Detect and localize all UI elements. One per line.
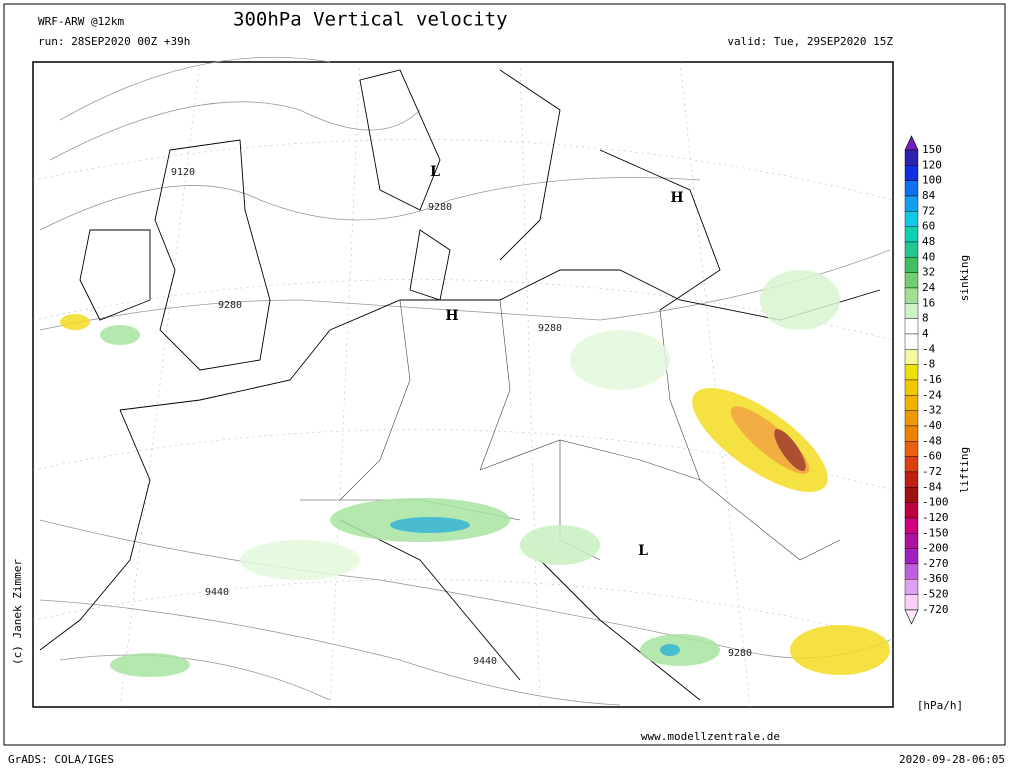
colorbar-label: 16 — [922, 296, 935, 309]
colorbar-swatch — [904, 287, 919, 304]
colorbar-swatch — [904, 364, 919, 381]
pressure-center-label: H — [445, 308, 458, 324]
colorbar-swatch — [904, 180, 919, 197]
colorbar-label: -60 — [922, 450, 942, 463]
colorbar-swatch — [904, 379, 919, 396]
contour-label: 9280 — [538, 323, 562, 334]
colorbar-label: -120 — [922, 511, 949, 524]
colorbar-swatch — [904, 211, 919, 227]
colorbar-swatch — [904, 410, 919, 427]
colorbar-swatch — [904, 333, 919, 350]
colorbar-label: -200 — [922, 542, 949, 555]
lifting-label: lifting — [958, 447, 971, 493]
outer-frame — [3, 3, 1006, 746]
map-labels: L 9280 H 9120 9280 H 9280 L 9440 9440 9280 — [171, 164, 752, 667]
map: L 9280 H 9120 9280 H 9280 L 9440 9440 9280 — [32, 56, 894, 708]
colorbar-swatch — [904, 241, 919, 258]
grads-credit: GrADS: COLA/IGES — [8, 753, 114, 766]
pressure-center-label: L — [638, 543, 648, 559]
colorbar-label: -720 — [922, 603, 949, 616]
colorbar-label: -32 — [922, 404, 942, 417]
colorbar-label: 40 — [922, 250, 935, 263]
colorbar-swatch — [904, 349, 919, 365]
colorbar-swatch — [904, 165, 919, 181]
colorbar-swatch — [904, 318, 919, 335]
colorbar-swatch — [904, 548, 919, 565]
contour-label: 9280 — [428, 202, 452, 213]
colorbar-swatch — [904, 502, 919, 519]
colorbar-swatch — [904, 517, 919, 534]
contour-label: 9280 — [218, 300, 242, 311]
colorbar-swatch — [904, 533, 919, 549]
colorbar-label: 24 — [922, 281, 936, 294]
colorbar-label: 48 — [922, 235, 935, 248]
colorbar-label: 60 — [922, 220, 935, 233]
timestamp: 2020-09-28-06:05 — [899, 753, 1005, 766]
unit-label: [hPa/h] — [917, 699, 963, 712]
model-label: WRF-ARW @12km — [38, 15, 124, 28]
colorbar-swatch — [904, 272, 919, 289]
colorbar-label: 100 — [922, 174, 942, 187]
borders — [300, 299, 841, 561]
contour-label: 9280 — [728, 648, 752, 659]
colorbar-label: -520 — [922, 588, 949, 601]
colorbar-label: -150 — [922, 526, 949, 539]
colorbar-swatch — [904, 441, 919, 457]
colorbar-swatch — [904, 303, 919, 319]
colorbar-swatch — [904, 395, 919, 411]
colorbar-arrow — [904, 135, 919, 151]
colorbar-label: -84 — [922, 480, 942, 493]
colorbar-label: 72 — [922, 204, 935, 217]
colorbar-swatch — [904, 563, 919, 580]
colorbar-swatch — [904, 226, 919, 243]
colorbar-label: -4 — [922, 342, 936, 355]
run-label: run: 28SEP2020 00Z +39h — [38, 35, 190, 48]
website: www.modellzentrale.de — [641, 730, 780, 743]
contours — [39, 56, 891, 706]
colorbar-swatch — [904, 425, 919, 442]
contour-label: 9120 — [171, 167, 195, 178]
colorbar-label: -16 — [922, 373, 942, 386]
coastlines — [39, 69, 881, 701]
colorbar-label: -24 — [922, 388, 942, 401]
colorbar-swatch — [904, 487, 919, 503]
title: 300hPa Vertical velocity — [233, 9, 508, 31]
pressure-center-label: H — [670, 190, 683, 206]
sinking-label: sinking — [958, 255, 971, 301]
colorbar: 150120100847260484032241684-4-8-16-24-32… — [904, 135, 949, 625]
colorbar-swatch — [904, 149, 919, 166]
colorbar-swatch — [904, 471, 919, 488]
colorbar-label: 4 — [922, 327, 929, 340]
contour-label: 9440 — [205, 587, 229, 598]
colorbar-label: -8 — [922, 358, 935, 371]
velocity-shading — [60, 270, 890, 677]
colorbar-label: 150 — [922, 143, 942, 156]
colorbar-swatch — [904, 579, 919, 595]
colorbar-arrow — [904, 609, 919, 625]
colorbar-label: -360 — [922, 572, 949, 585]
colorbar-label: -48 — [922, 434, 942, 447]
colorbar-swatch — [904, 195, 919, 212]
contour-label: 9440 — [473, 656, 497, 667]
colorbar-label: -40 — [922, 419, 942, 432]
valid-label: valid: Tue, 29SEP2020 15Z — [727, 35, 893, 48]
colorbar-label: -270 — [922, 557, 949, 570]
colorbar-label: 84 — [922, 189, 936, 202]
colorbar-label: -72 — [922, 465, 942, 478]
colorbar-label: -100 — [922, 496, 949, 509]
colorbar-label: 8 — [922, 312, 929, 325]
copyright: (c) Janek Zimmer — [11, 559, 24, 665]
colorbar-swatch — [904, 594, 919, 611]
pressure-center-label: L — [430, 164, 440, 180]
colorbar-swatch — [904, 257, 919, 273]
colorbar-label: 120 — [922, 158, 942, 171]
map-frame — [32, 61, 894, 708]
colorbar-swatch — [904, 456, 919, 473]
colorbar-label: 32 — [922, 266, 935, 279]
